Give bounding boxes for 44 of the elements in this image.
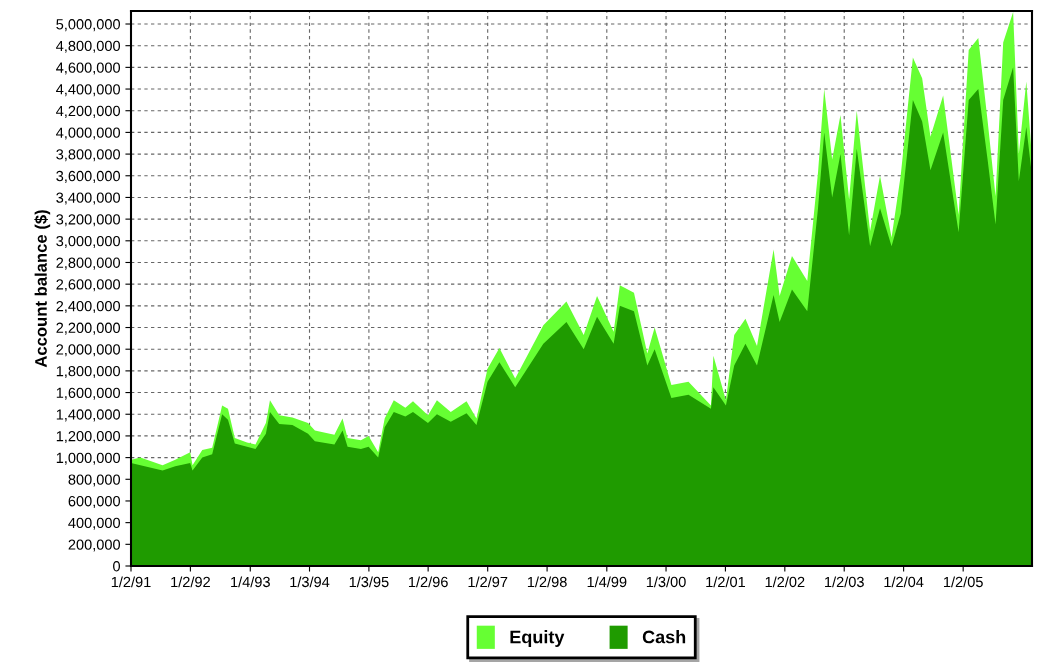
x-tick-label: 1/2/97 (468, 576, 508, 588)
y-tick-label: 3,600,000 (56, 170, 121, 183)
x-tick-label: 1/3/95 (349, 576, 389, 588)
x-tick-label: 1/4/99 (587, 576, 627, 588)
x-tick-label: 1/2/02 (765, 576, 805, 588)
x-tick-label: 1/2/91 (111, 576, 151, 588)
y-tick-label: 3,400,000 (56, 192, 121, 205)
x-tick-label: 1/2/96 (408, 576, 448, 588)
x-tick-label: 1/2/04 (884, 576, 924, 588)
x-tick-label: 1/2/92 (171, 576, 210, 588)
y-tick-label: 1,200,000 (56, 431, 121, 444)
y-tick-label: 3,800,000 (56, 149, 121, 162)
x-tick-label: 1/3/00 (646, 576, 686, 588)
y-tick-label: 1,400,000 (56, 409, 121, 422)
y-tick-label: 2,000,000 (56, 344, 121, 357)
y-tick-label: 2,200,000 (56, 322, 121, 335)
y-tick-label: 2,600,000 (56, 279, 121, 292)
y-tick-label: 3,200,000 (56, 214, 121, 227)
y-axis-title: Account balance ($) (34, 210, 51, 368)
y-tick-label: 4,800,000 (56, 40, 121, 53)
x-tick-label: 1/4/93 (231, 576, 270, 588)
x-tick-label: 1/3/94 (290, 576, 330, 588)
y-tick-label: 4,400,000 (56, 84, 121, 97)
y-tick-label: 1,600,000 (56, 387, 121, 400)
y-tick-label: 4,600,000 (56, 62, 121, 75)
y-tick-label: 1,800,000 (56, 365, 121, 379)
x-tick-label: 1/2/03 (825, 576, 864, 588)
y-tick-label: 200,000 (68, 539, 121, 552)
y-tick-label: 1,000,000 (56, 452, 121, 465)
y-tick-label: 4,200,000 (56, 105, 121, 118)
y-tick-label: 400,000 (68, 517, 121, 530)
legend-label: Equity (510, 630, 565, 647)
y-tick-label: 600,000 (68, 496, 121, 509)
x-tick-label: 1/2/98 (527, 576, 567, 588)
x-tick-label: 1/2/05 (944, 576, 983, 588)
y-tick-label: 2,400,000 (56, 300, 121, 313)
y-tick-label: 4,000,000 (56, 127, 121, 140)
x-tick-label: 1/2/01 (706, 576, 745, 588)
y-tick-label: 2,800,000 (56, 257, 121, 270)
y-tick-label: 3,000,000 (56, 235, 121, 248)
y-tick-label: 800,000 (68, 474, 121, 487)
legend-label: Cash (642, 630, 686, 644)
y-tick-label: 5,000,000 (56, 19, 121, 32)
y-tick-label: 0 (113, 561, 121, 572)
